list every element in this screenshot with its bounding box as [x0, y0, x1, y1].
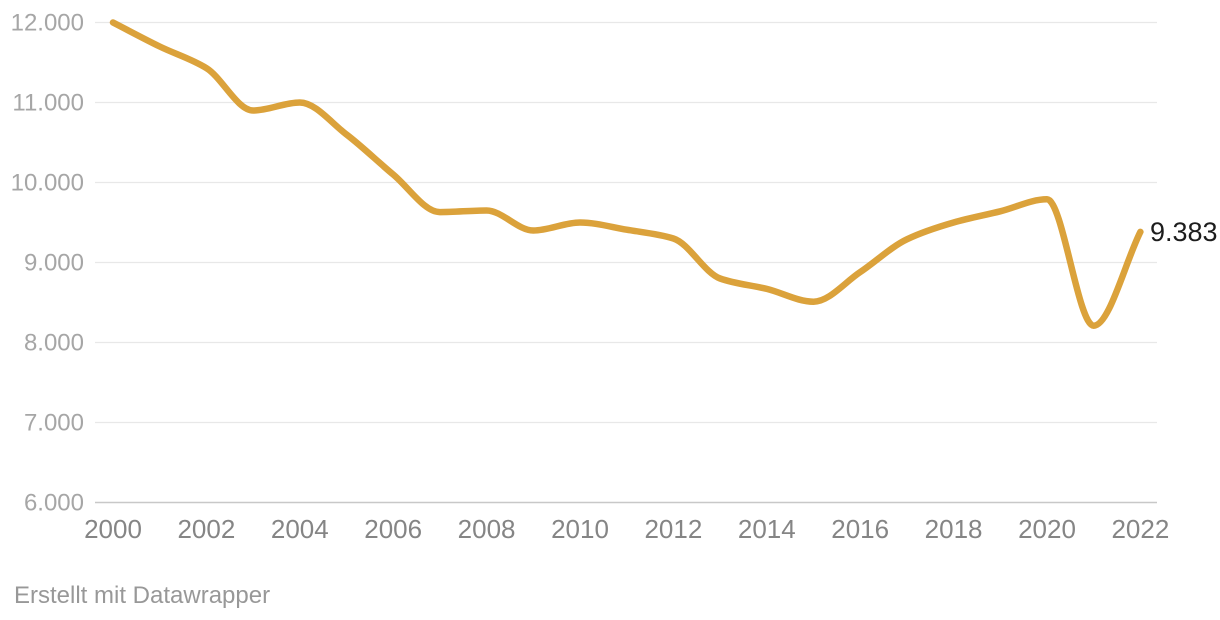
x-tick-label: 2004 — [271, 514, 329, 544]
data-series-line[interactable] — [109, 19, 1144, 329]
x-tick-label: 2022 — [1111, 514, 1169, 544]
x-tick-label: 2020 — [1018, 514, 1076, 544]
x-tick-label: 2010 — [551, 514, 609, 544]
x-tick-label: 2008 — [458, 514, 516, 544]
y-tick-label: 11.000 — [12, 90, 84, 117]
y-tick-label: 7.000 — [24, 410, 84, 437]
y-tick-label: 10.000 — [11, 170, 84, 197]
end-value-label: 9.383 — [1150, 217, 1218, 247]
gridlines — [95, 21, 1157, 504]
x-tick-label: 2006 — [364, 514, 422, 544]
datawrapper-attribution: Erstellt mit Datawrapper — [14, 582, 271, 609]
x-tick-label: 2016 — [831, 514, 889, 544]
x-tick-label: 2014 — [738, 514, 796, 544]
x-tick-label: 2012 — [644, 514, 702, 544]
x-tick-label: 2002 — [177, 514, 235, 544]
y-tick-label: 12.000 — [11, 10, 84, 37]
y-axis-labels: 6.000 7.000 8.000 9.000 10.000 11.000 12.000 — [11, 10, 84, 517]
y-tick-label: 9.000 — [24, 250, 84, 277]
x-tick-label: 2018 — [925, 514, 983, 544]
x-tick-label: 2000 — [84, 514, 142, 544]
y-tick-label: 6.000 — [24, 490, 84, 517]
y-tick-label: 8.000 — [24, 330, 84, 357]
x-axis-labels: 2000 2002 2004 2006 2008 2010 2012 2014 2016 2018… — [84, 514, 1169, 544]
chart-canvas: 6.000 7.000 8.000 9.000 10.000 11.000 12.000 2… — [11, 10, 1218, 545]
